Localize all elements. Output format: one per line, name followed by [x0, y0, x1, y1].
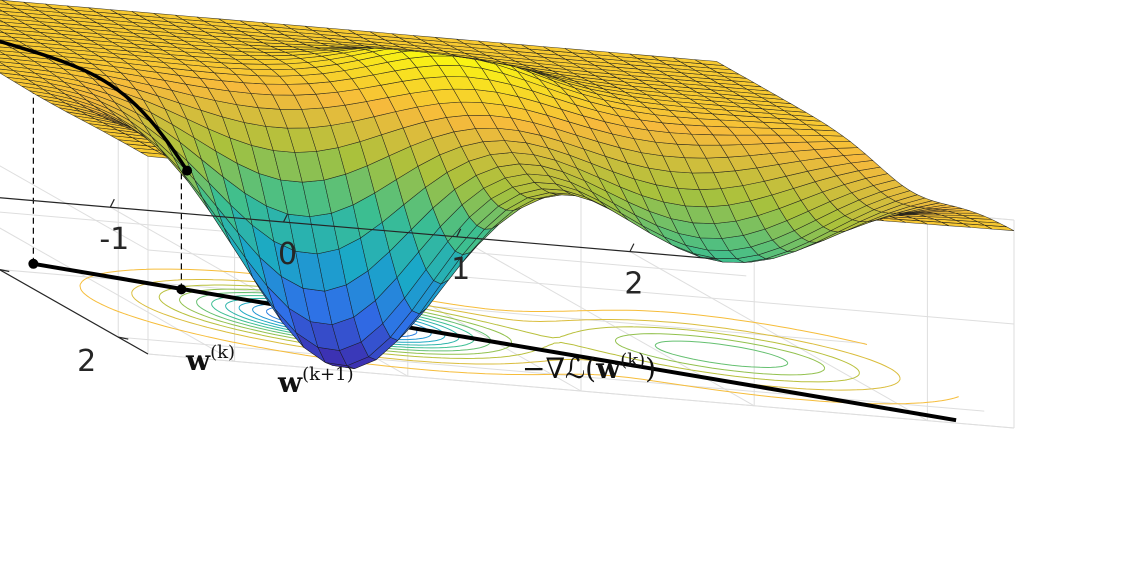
neg-gradient-superscript: (k): [620, 350, 645, 371]
svg-text:w(k+1): w(k+1): [277, 364, 354, 399]
descent-path: [0, 39, 189, 172]
contour-plot: [79, 268, 959, 405]
loss-surface: [0, 0, 1015, 369]
svg-text:w(k): w(k): [185, 342, 235, 377]
neg-gradient-suffix: ): [645, 352, 656, 385]
annotation-wk1-superscript: (k+1): [302, 364, 354, 385]
x-tick-mark: [629, 243, 635, 252]
gradient-descent-path: [0, 39, 193, 176]
annotation-wk1-base: w: [277, 366, 303, 399]
point-wk1-surface: [182, 165, 193, 176]
annotation-wk: w(k): [185, 342, 235, 377]
svg-text:−∇ℒ(w(k)): −∇ℒ(w(k)): [522, 350, 656, 385]
x-tick-mark: [456, 228, 462, 238]
neg-gradient-prefix: −∇ℒ(: [522, 352, 596, 385]
annotation-wk-base: w: [185, 344, 211, 377]
neg-gradient-w: w: [595, 352, 621, 385]
surface-patch: [694, 59, 725, 66]
y-tick-mark: [0, 269, 10, 273]
annotation-wk-superscript: (k): [210, 342, 235, 363]
y-tick-label: 2: [77, 344, 96, 379]
negative-gradient-direction: [33, 261, 957, 423]
annotation-wk1: w(k+1): [277, 364, 354, 399]
x-tick-label: 2: [624, 267, 643, 302]
gradient-step-floor: [28, 67, 957, 423]
x-tick-mark: [109, 198, 115, 208]
x-tick-label: 1: [451, 252, 470, 287]
x-tick-mark: [282, 213, 289, 223]
x-tick-label: -1: [99, 222, 129, 257]
y-tick-mark: [118, 336, 129, 340]
annotation-neg-gradient: −∇ℒ(w(k)): [522, 350, 656, 385]
x-tick-label: 0: [278, 237, 297, 272]
grid-line-z: [0, 165, 149, 251]
y-axis-line: [0, 269, 149, 355]
